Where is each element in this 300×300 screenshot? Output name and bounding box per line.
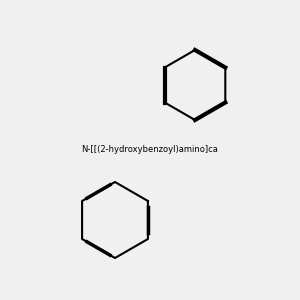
Text: N-[[(2-hydroxybenzoyl)amino]ca: N-[[(2-hydroxybenzoyl)amino]ca [82,146,218,154]
